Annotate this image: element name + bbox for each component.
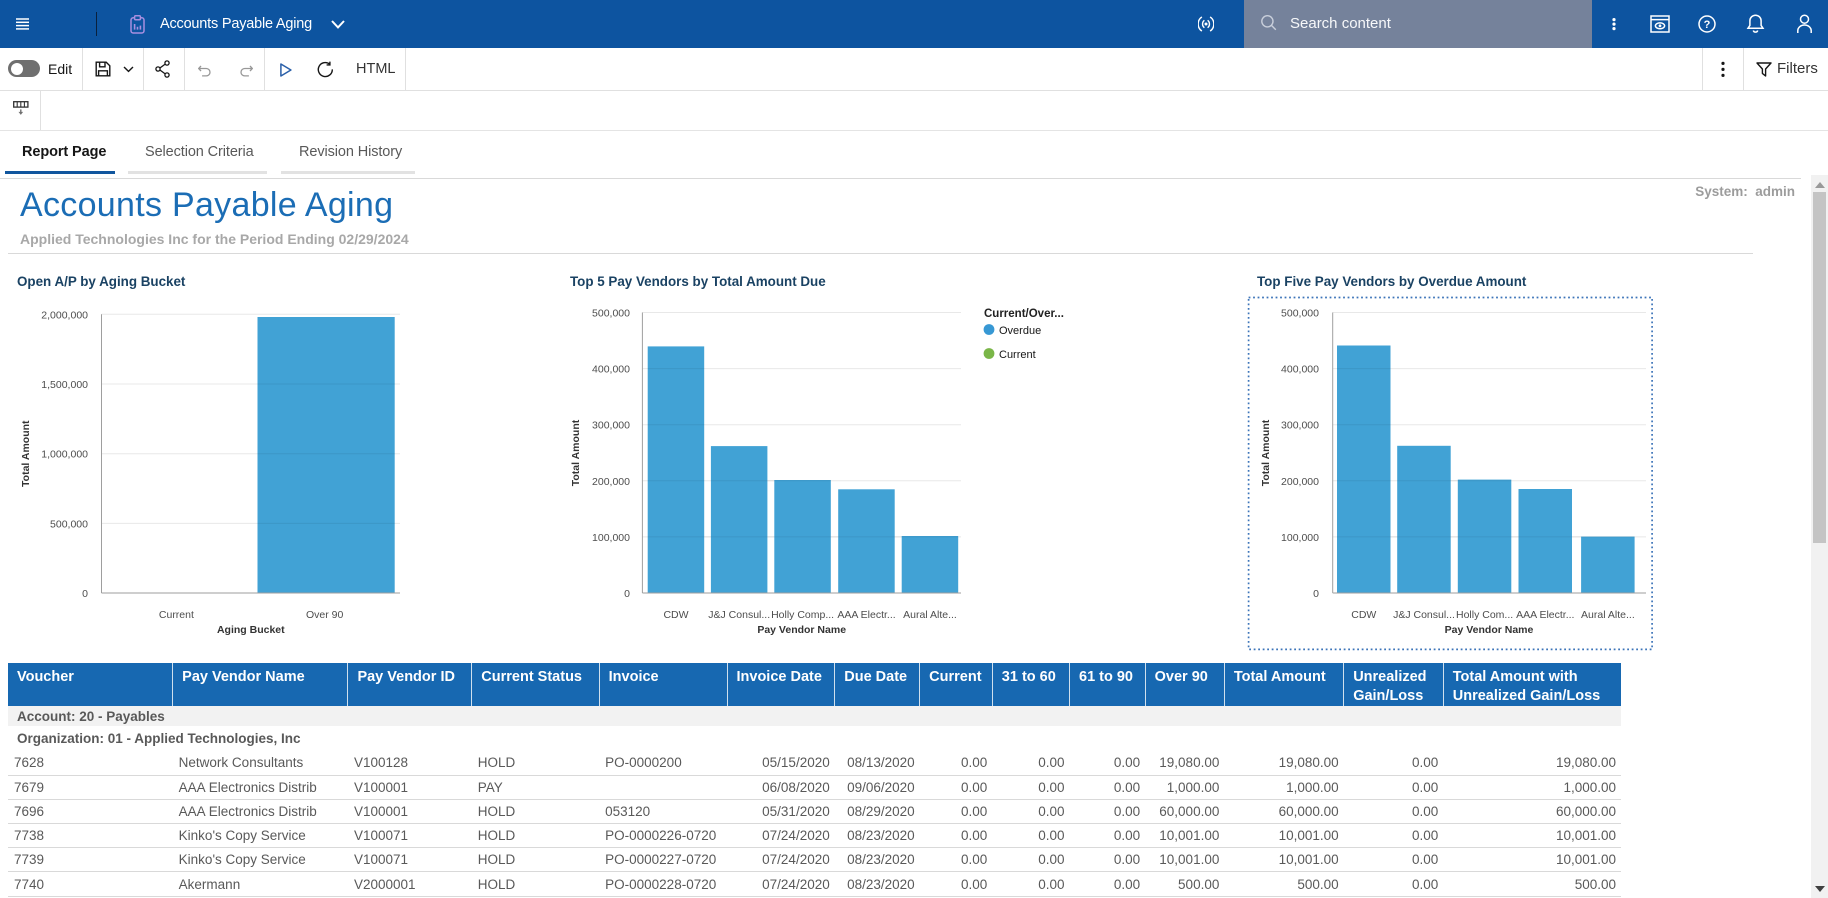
svg-text:200,000: 200,000 bbox=[1281, 476, 1319, 488]
svg-text:?: ? bbox=[1704, 19, 1711, 31]
svg-text:Aging Bucket: Aging Bucket bbox=[217, 624, 285, 636]
svg-text:Current/Over...: Current/Over... bbox=[984, 308, 1064, 320]
svg-text:0: 0 bbox=[624, 588, 630, 600]
svg-text:100,000: 100,000 bbox=[592, 532, 630, 544]
svg-text:500,000: 500,000 bbox=[1281, 308, 1319, 320]
svg-text:CDW: CDW bbox=[1351, 609, 1376, 621]
svg-text:J&J Consul...: J&J Consul... bbox=[708, 609, 770, 621]
svg-text:AAA Electr...: AAA Electr... bbox=[837, 609, 895, 621]
svg-text:Current: Current bbox=[999, 349, 1036, 361]
svg-text:2,000,000: 2,000,000 bbox=[41, 309, 88, 321]
svg-text:Overdue: Overdue bbox=[999, 325, 1041, 337]
svg-text:Current: Current bbox=[159, 609, 194, 621]
svg-text:1,000,000: 1,000,000 bbox=[41, 449, 88, 461]
svg-text:400,000: 400,000 bbox=[1281, 364, 1319, 376]
svg-text:CDW: CDW bbox=[663, 609, 688, 621]
svg-text:400,000: 400,000 bbox=[592, 364, 630, 376]
svg-text:Holly Com...: Holly Com... bbox=[1456, 609, 1513, 621]
svg-text:0: 0 bbox=[82, 588, 88, 600]
svg-text:500,000: 500,000 bbox=[592, 308, 630, 320]
svg-text:Open A/P by Aging Bucket: Open A/P by Aging Bucket bbox=[17, 274, 186, 289]
svg-text:Aural Alte...: Aural Alte... bbox=[1581, 609, 1635, 621]
svg-text:Pay Vendor Name: Pay Vendor Name bbox=[1445, 624, 1534, 636]
svg-text:Total Amount: Total Amount bbox=[1260, 419, 1272, 486]
svg-text:0: 0 bbox=[1313, 588, 1319, 600]
svg-text:300,000: 300,000 bbox=[592, 420, 630, 432]
svg-text:Total Amount: Total Amount bbox=[20, 420, 32, 487]
svg-text:Top 5 Pay Vendors by Total Amo: Top 5 Pay Vendors by Total Amount Due bbox=[570, 274, 826, 289]
svg-text:Aural Alte...: Aural Alte... bbox=[903, 609, 957, 621]
svg-text:Pay Vendor Name: Pay Vendor Name bbox=[757, 624, 846, 636]
svg-text:Holly Comp...: Holly Comp... bbox=[771, 609, 834, 621]
svg-text:Total Amount: Total Amount bbox=[570, 419, 582, 486]
svg-text:1,500,000: 1,500,000 bbox=[41, 379, 88, 391]
svg-text:AAA Electr...: AAA Electr... bbox=[1516, 609, 1574, 621]
svg-text:J&J Consul...: J&J Consul... bbox=[1393, 609, 1455, 621]
svg-text:Top Five Pay Vendors by Overdu: Top Five Pay Vendors by Overdue Amount bbox=[1257, 274, 1527, 289]
svg-text:200,000: 200,000 bbox=[592, 476, 630, 488]
svg-text:100,000: 100,000 bbox=[1281, 532, 1319, 544]
svg-text:500,000: 500,000 bbox=[50, 518, 88, 530]
svg-text:300,000: 300,000 bbox=[1281, 420, 1319, 432]
svg-text:Over 90: Over 90 bbox=[306, 609, 344, 621]
